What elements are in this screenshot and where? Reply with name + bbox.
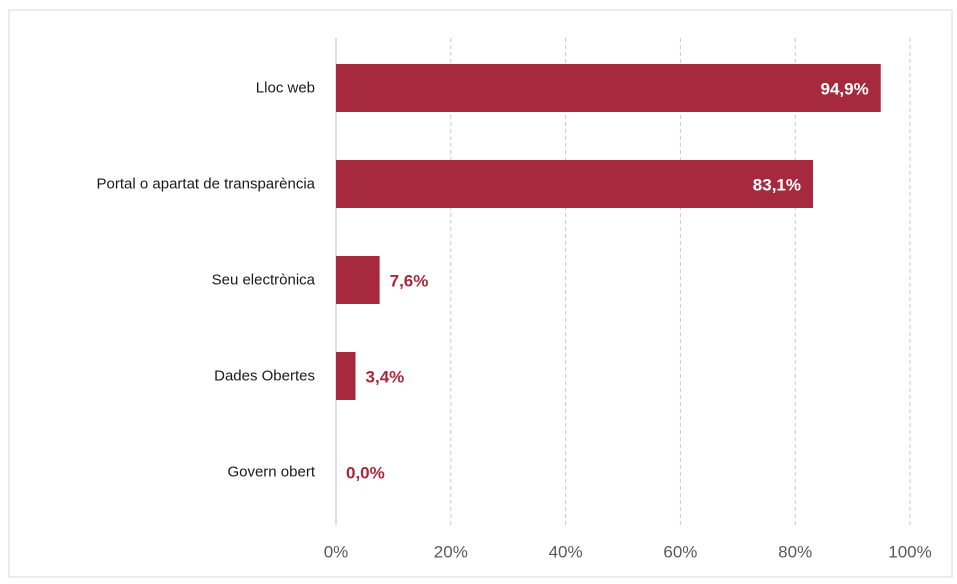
x-tick-labels: 0% 20% 40% 60% 80% 100%	[324, 543, 932, 562]
x-tick-label-80: 80%	[778, 543, 812, 562]
data-label-4: 3,4%	[366, 368, 405, 387]
category-label-3: Seu electrònica	[212, 272, 316, 289]
category-label-2: Portal o apartat de transparència	[97, 176, 316, 193]
category-label-1: Lloc web	[256, 80, 315, 97]
bar-3	[336, 256, 380, 304]
data-labels: 94,9% 83,1% 7,6% 3,4% 0,0%	[346, 80, 869, 483]
bar-1	[336, 64, 881, 112]
x-tick-label-60: 60%	[663, 543, 697, 562]
x-tick-label-20: 20%	[434, 543, 468, 562]
bar-2	[336, 160, 813, 208]
category-label-4: Dades Obertes	[214, 368, 315, 385]
data-label-5: 0,0%	[346, 464, 385, 483]
x-tick-label-0: 0%	[324, 543, 349, 562]
bar-4	[336, 352, 356, 400]
data-label-1: 94,9%	[821, 80, 869, 99]
x-tick-label-40: 40%	[549, 543, 583, 562]
category-label-5: Govern obert	[227, 464, 315, 481]
x-tick-label-100: 100%	[888, 543, 931, 562]
data-label-2: 83,1%	[753, 176, 801, 195]
bars	[336, 64, 881, 400]
category-labels: Lloc web Portal o apartat de transparènci…	[97, 80, 316, 481]
data-label-3: 7,6%	[390, 272, 429, 291]
